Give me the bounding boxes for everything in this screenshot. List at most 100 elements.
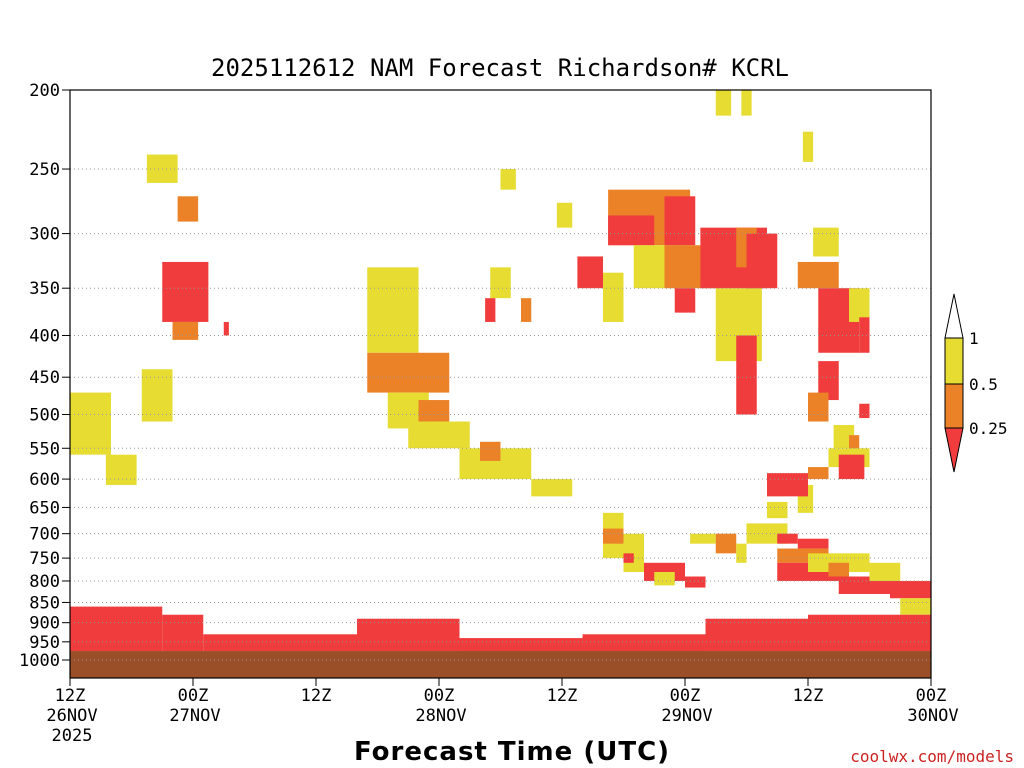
heatmap-cell	[715, 90, 732, 116]
y-tick-label: 350	[29, 279, 60, 299]
legend-label: 1	[969, 329, 979, 348]
legend-label: 0.5	[969, 375, 998, 394]
y-tick-label: 1000	[19, 651, 60, 671]
heatmap-cell	[900, 598, 931, 615]
heatmap-cell	[623, 553, 634, 563]
y-tick-label: 650	[29, 498, 60, 518]
legend-swatch	[944, 383, 964, 429]
legend-swatch-bottom	[944, 427, 964, 473]
heatmap-cell	[485, 298, 496, 322]
heatmap-cell	[869, 562, 901, 581]
x-tick-label: 29NOV	[661, 706, 712, 726]
heatmap-cell	[223, 321, 229, 336]
heatmap-cell	[664, 196, 696, 246]
y-tick-label: 550	[29, 439, 60, 459]
x-tick-label: 12Z	[55, 686, 86, 706]
y-tick-label: 750	[29, 549, 60, 569]
heatmap-cell	[808, 614, 931, 652]
y-tick-label: 600	[29, 470, 60, 490]
chart-title: 2025112612 NAM Forecast Richardson# KCRL	[211, 54, 789, 82]
heatmap-cell	[777, 533, 798, 544]
heatmap-cell	[849, 288, 870, 322]
x-tick-label: 26NOV	[46, 706, 97, 726]
heatmap-cell	[608, 215, 655, 246]
heatmap-cell	[490, 267, 511, 299]
gridlines	[70, 168, 931, 661]
heatmap-cell	[177, 196, 199, 222]
heatmap-cell	[408, 421, 470, 449]
y-tick-label: 200	[29, 81, 60, 101]
heatmap-cell	[459, 638, 583, 653]
heatmap-cell	[736, 543, 747, 563]
heatmap-cell	[741, 90, 752, 116]
heatmap-cell	[203, 634, 357, 652]
y-tick-label: 900	[29, 614, 60, 634]
heatmap-cell	[603, 272, 624, 322]
heatmap-cell	[70, 392, 111, 455]
x-tick-label: 12Z	[547, 686, 578, 706]
heatmap-cell	[367, 352, 450, 393]
heatmap-cell	[890, 580, 931, 599]
legend-label: 0.25	[969, 419, 1008, 438]
y-tick-label: 500	[29, 406, 60, 426]
heatmap-cell	[736, 335, 757, 415]
heatmap-cell	[500, 169, 516, 190]
x-tick-label: 12Z	[301, 686, 332, 706]
heatmap-cell	[357, 618, 460, 652]
x-tick-label: 12Z	[793, 686, 824, 706]
x-tick-label: 2025	[52, 726, 93, 746]
x-tick-label: 00Z	[424, 686, 455, 706]
legend-swatch-top	[944, 293, 964, 339]
heatmap-cell	[70, 606, 163, 652]
heatmap-cell	[705, 618, 808, 652]
credit-text[interactable]: coolwx.com/models	[850, 747, 1014, 766]
y-tick-label: 950	[29, 633, 60, 653]
heatmap-cell	[818, 361, 839, 401]
heatmap-cell	[838, 454, 865, 480]
heatmap-cell	[531, 479, 573, 497]
heatmap-cell	[105, 454, 137, 485]
heatmap-cell	[797, 538, 829, 549]
plot-frame	[69, 89, 932, 679]
heatmap-cell	[808, 392, 829, 422]
heatmap-cell	[802, 131, 814, 162]
heatmap-cell	[813, 227, 839, 257]
heatmap-cell	[654, 572, 675, 586]
heatmap-cell	[582, 634, 706, 653]
color-legend: 1 0.5 0.25	[944, 293, 1008, 473]
heatmap-cell	[849, 435, 860, 452]
heatmap-cell	[172, 321, 199, 340]
heatmap-cell	[859, 403, 870, 419]
y-tick-label: 850	[29, 593, 60, 613]
heatmap-cell	[577, 256, 603, 289]
heatmap-cell	[162, 261, 209, 322]
x-tick-label: 30NOV	[907, 706, 958, 726]
heatmap-cell	[685, 576, 706, 588]
heatmap-cell	[162, 614, 204, 652]
y-tick-label: 250	[29, 160, 60, 180]
y-tick-label: 300	[29, 225, 60, 245]
heatmap-cell	[828, 562, 849, 577]
y-axis: 200 250 300 350 400 450 500 550 600 650 700 750 8008…	[19, 81, 70, 671]
y-tick-label: 700	[29, 525, 60, 545]
legend-swatch	[944, 337, 964, 385]
y-tick-label: 400	[29, 326, 60, 346]
x-tick-label: 00Z	[670, 686, 701, 706]
y-tick-label: 800	[29, 572, 60, 592]
heatmap-cell	[767, 473, 808, 497]
x-tick-label: 28NOV	[415, 706, 466, 726]
x-tick-label: 27NOV	[169, 706, 220, 726]
heatmap-cells	[70, 90, 931, 678]
heatmap-cell	[480, 441, 501, 461]
heatmap-cell	[808, 467, 829, 480]
heatmap-cell	[715, 533, 737, 554]
heatmap-cell	[418, 400, 450, 422]
heatmap-cell	[859, 317, 870, 353]
heatmap-cell	[521, 298, 532, 322]
heatmap-cell	[797, 261, 839, 289]
x-tick-label: 00Z	[916, 686, 947, 706]
heatmap-cell	[603, 528, 624, 544]
heatmap-cell	[674, 288, 696, 313]
